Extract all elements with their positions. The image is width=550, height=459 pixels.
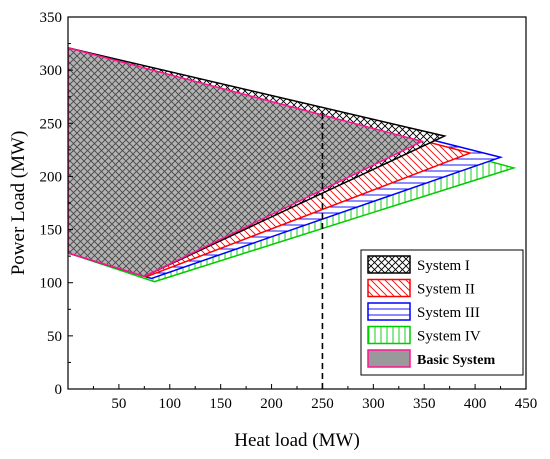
x-axis-title: Heat load (MW)	[234, 430, 360, 451]
series-hatch	[68, 47, 423, 277]
series-outline	[68, 47, 425, 278]
y-tick-label: 300	[40, 63, 63, 79]
x-tick-label: 450	[515, 396, 538, 412]
legend-swatch	[367, 278, 411, 298]
x-tick-label: 50	[111, 396, 126, 412]
tick-labels: 50 100 150 200 250 300 350 400 450 0 50 100 150 200 25…	[40, 10, 538, 412]
legend-swatch-fill	[368, 350, 410, 367]
y-tick-label: 350	[40, 10, 63, 26]
legend: System I System II System III System IV Basi…	[360, 249, 524, 376]
y-tick-label: 200	[40, 169, 63, 185]
x-tick-label: 250	[311, 396, 334, 412]
legend-label: System III	[417, 305, 480, 321]
legend-label: System II	[417, 282, 475, 298]
legend-swatch	[367, 302, 411, 321]
legend-swatch	[367, 349, 411, 368]
legend-item-system-iii: System III	[367, 302, 480, 321]
legend-item-system-iv: System IV	[367, 325, 481, 345]
y-tick-label: 0	[55, 382, 63, 398]
y-tick-label: 250	[40, 116, 63, 132]
plot-areas	[68, 47, 517, 283]
axis-ticks	[68, 16, 527, 390]
legend-swatch	[367, 255, 411, 274]
y-tick-label: 100	[40, 276, 63, 292]
legend-swatch	[367, 325, 411, 345]
y-tick-label: 150	[40, 223, 63, 239]
x-tick-label: 300	[362, 396, 385, 412]
y-tick-label: 50	[47, 329, 62, 345]
series-basic-system	[68, 47, 425, 278]
x-tick-label: 350	[413, 396, 436, 412]
x-tick-label: 100	[159, 396, 182, 412]
legend-item-basic-system: Basic System	[367, 349, 496, 368]
legend-label: System IV	[417, 329, 481, 345]
x-tick-label: 200	[260, 396, 283, 412]
legend-item-system-ii: System II	[367, 278, 475, 298]
y-axis-title: Power Load (MW)	[8, 131, 29, 276]
legend-label: Basic System	[417, 353, 496, 368]
x-tick-label: 150	[209, 396, 232, 412]
legend-label: System I	[417, 258, 470, 274]
x-tick-label: 400	[464, 396, 487, 412]
legend-item-system-i: System I	[367, 255, 470, 274]
